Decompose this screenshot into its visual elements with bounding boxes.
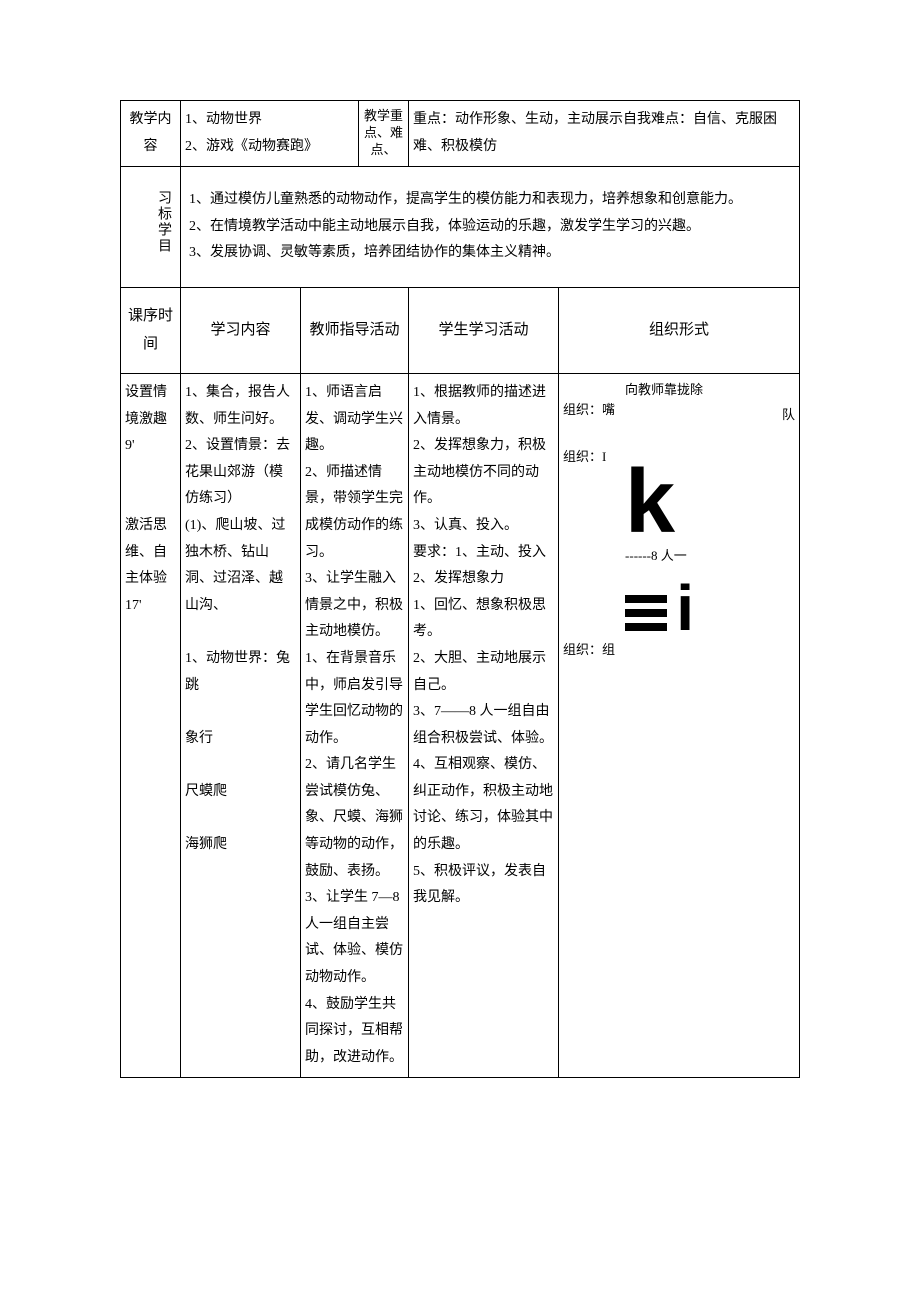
teacher-cell: 1、师语言启发、调动学生兴趣。 2、师描述情景，带领学生完成模仿动作的练习。 3…	[301, 373, 409, 1077]
teaching-content: 1、动物世界 2、游戏《动物赛跑》	[181, 101, 359, 167]
org-label-3: 组织：组	[563, 636, 621, 665]
keypoints-label: 教学重点、难点、	[359, 101, 409, 167]
col-header-student: 学生学习活动	[409, 287, 559, 373]
keypoints-content: 重点：动作形象、生动，主动展示自我难点：自信、克服困难、积极模仿	[409, 101, 800, 167]
org-text-1: 向教师靠拢除	[625, 380, 795, 401]
org-cell: 组织：嘴 组织：I 组织：组 向教师靠拢除 队 k ------8 人一	[559, 373, 800, 1077]
col-header-content: 学习内容	[181, 287, 301, 373]
org-text-2: 队	[625, 405, 795, 426]
glyph-k: k	[625, 466, 795, 538]
teaching-content-label: 教学内容	[121, 101, 181, 167]
bars-icon	[625, 595, 667, 631]
org-label-1: 组织：嘴	[563, 396, 621, 425]
col-header-seq: 课序时间	[121, 287, 181, 373]
org-text-3: ------8 人一	[625, 546, 795, 567]
goals-label: 习标学目	[121, 167, 181, 288]
col-header-org: 组织形式	[559, 287, 800, 373]
glyph-i: i	[676, 586, 694, 631]
seq-cell: 设置情境激趣 9' 激活思维、自主体验 17'	[121, 373, 181, 1077]
student-cell: 1、根据教师的描述进入情景。 2、发挥想象力，积极主动地模仿不同的动作。 3、认…	[409, 373, 559, 1077]
content-cell: 1、集合，报告人数、师生问好。 2、设置情景：去花果山郊游（模仿练习） (1)、…	[181, 373, 301, 1077]
org-label-2: 组织：I	[563, 443, 621, 472]
col-header-teacher: 教师指导活动	[301, 287, 409, 373]
goals-content: 1、通过模仿儿童熟悉的动物动作，提高学生的模仿能力和表现力，培养想象和创意能力。…	[181, 167, 800, 288]
